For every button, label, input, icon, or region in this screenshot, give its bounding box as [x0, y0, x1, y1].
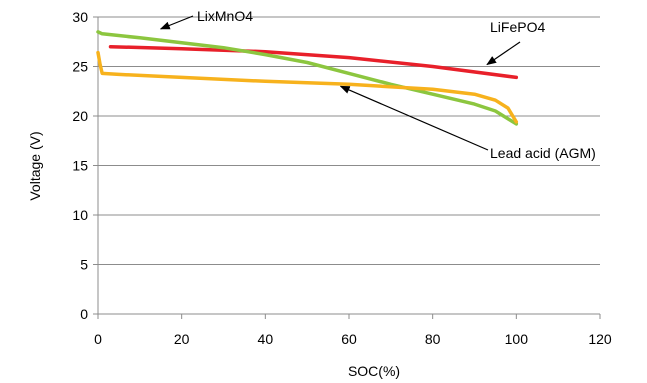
- annotation-label: LiFePO4: [490, 19, 545, 35]
- x-tick-label: 120: [588, 331, 612, 347]
- y-tick-label: 0: [80, 306, 88, 322]
- annotation-arrow: [339, 85, 489, 151]
- y-tick-label: 25: [72, 59, 88, 75]
- annotations: LixMnO4 LiFePO4 Lead acid (AGM): [159, 8, 596, 161]
- y-tick-labels: 0 5 10 15 20 25 30: [72, 9, 88, 322]
- annotation-arrow: [486, 41, 521, 66]
- y-tick-label: 30: [72, 9, 88, 25]
- y-tick-label: 10: [72, 207, 88, 223]
- x-axis-title: SOC(%): [348, 363, 400, 379]
- x-tick-label: 100: [505, 331, 529, 347]
- x-tick-label: 20: [174, 331, 190, 347]
- series-line-lixmno4: [96, 30, 519, 126]
- series-lines: [96, 30, 519, 126]
- y-tick-label: 5: [80, 257, 88, 273]
- axes: [93, 16, 601, 319]
- annotation-label: Lead acid (AGM): [490, 145, 596, 161]
- x-tick-label: 0: [94, 331, 102, 347]
- x-tick-label: 40: [258, 331, 274, 347]
- y-tick-label: 15: [72, 158, 88, 174]
- annotation-label: LixMnO4: [197, 8, 253, 24]
- y-tick-label: 20: [72, 108, 88, 124]
- annotation-arrow: [159, 15, 194, 30]
- gridlines: [98, 16, 600, 265]
- x-tick-label: 80: [425, 331, 441, 347]
- series-line-lifepo4: [108, 44, 519, 80]
- series-line-lead-acid-agm: [96, 50, 519, 124]
- x-tick-label: 60: [341, 331, 357, 347]
- y-axis-title: Voltage (V): [27, 131, 43, 200]
- x-tick-labels: 0 20 40 60 80 100 120: [94, 331, 612, 347]
